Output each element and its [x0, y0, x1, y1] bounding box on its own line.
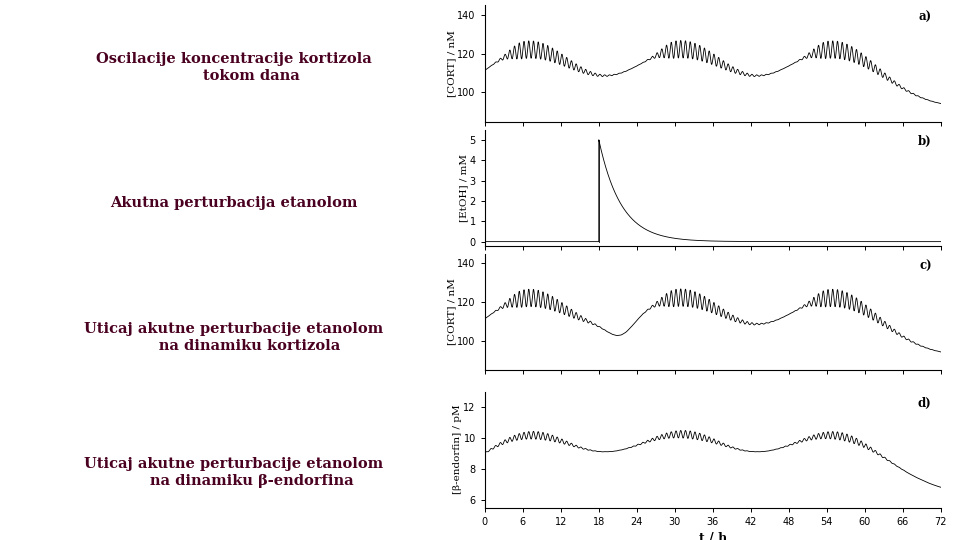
Text: b): b) [918, 136, 931, 148]
X-axis label: t / h: t / h [699, 532, 727, 540]
Y-axis label: [CORT] / nM: [CORT] / nM [447, 279, 456, 345]
Text: Uticaj akutne perturbacije etanolom
       na dinamiku β-endorfina: Uticaj akutne perturbacije etanolom na d… [84, 457, 383, 488]
Text: d): d) [918, 397, 931, 410]
Text: Oscilacije koncentracije kortizola
       tokom dana: Oscilacije koncentracije kortizola tokom… [96, 52, 372, 83]
Text: Akutna perturbacija etanolom: Akutna perturbacija etanolom [110, 195, 357, 210]
Y-axis label: [EtOH] / mM: [EtOH] / mM [459, 154, 468, 221]
Y-axis label: [β-endorfin] / pM: [β-endorfin] / pM [453, 405, 462, 494]
Text: c): c) [919, 260, 931, 273]
Text: a): a) [919, 11, 931, 24]
Text: Uticaj akutne perturbacije etanolom
      na dinamiku kortizola: Uticaj akutne perturbacije etanolom na d… [84, 322, 383, 353]
Y-axis label: [CORT] / nM: [CORT] / nM [447, 30, 456, 97]
